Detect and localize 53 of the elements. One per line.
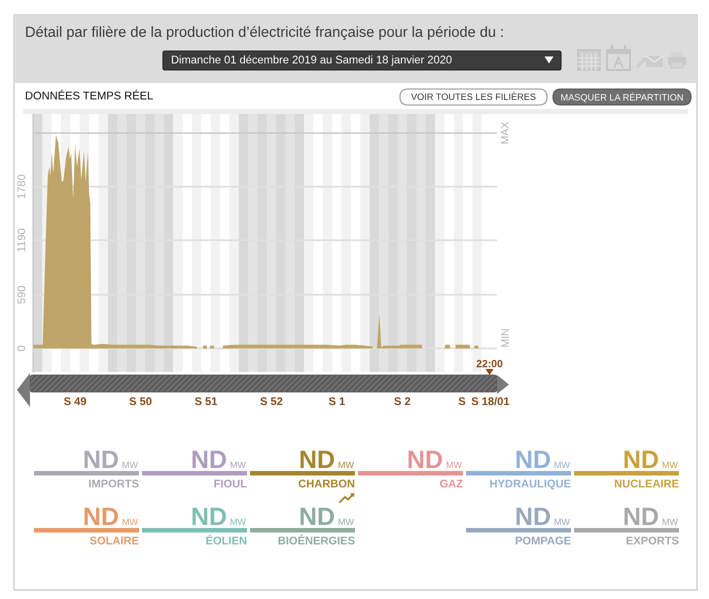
text: MW [230, 462, 246, 468]
text: EXPORTS [626, 536, 679, 544]
text: ND [408, 450, 442, 468]
text: MW [554, 462, 570, 468]
text: MIN [501, 329, 509, 347]
text: ÉOLIEN [206, 534, 246, 544]
ref-line-label: MAX [501, 122, 508, 144]
text: MW [122, 518, 138, 525]
text: ND [84, 450, 118, 468]
y-tick-label: 590 [17, 286, 26, 304]
text: ND [192, 508, 226, 525]
x-tick-label: S 49 [64, 397, 86, 406]
x-tick-label: S 50 [129, 397, 152, 406]
x-tick-label: S 2 [394, 397, 410, 406]
text: ND [624, 508, 658, 525]
y-tick-label: 1190 [17, 228, 26, 252]
text: BIOÉNERGIES [278, 534, 355, 544]
text: ND [84, 508, 118, 525]
text: MW [338, 462, 354, 468]
y-tick-label: 1780 [17, 174, 26, 198]
text: ND [516, 508, 550, 525]
text: ND [300, 508, 334, 525]
text: DONNÉES TEMPS RÉEL [26, 90, 153, 100]
x-tick-label: S 51 [194, 397, 218, 406]
text: MASQUER LA RÉPARTITION [561, 92, 683, 102]
x-tick-label: S 1 [328, 397, 345, 406]
text: MW [446, 462, 462, 468]
text: GAZ [440, 480, 463, 488]
text: CHARBON [298, 480, 354, 488]
text: IMPORTS [89, 480, 139, 488]
text: ND [300, 450, 334, 468]
text: FIOUL [214, 480, 247, 488]
text: VOIR TOUTES LES FILIÈRES [411, 92, 536, 100]
annotation: 22:00 [476, 360, 502, 368]
text: MW [662, 462, 678, 468]
text: MW [122, 462, 138, 468]
y-tick-label: 0 [17, 346, 26, 352]
text: MW [230, 518, 246, 525]
x-tick-label: S [458, 397, 466, 406]
text: MW [662, 518, 678, 525]
text: ND [624, 450, 658, 468]
text: POMPAGE [516, 536, 571, 544]
x-tick-label: S 18/01 [472, 397, 510, 406]
x-tick-label: S 52 [260, 397, 282, 406]
text: MW [554, 518, 570, 525]
text: HYDRAULIQUE [490, 480, 571, 490]
text: ND [192, 450, 226, 468]
text: SOLAIRE [90, 536, 139, 544]
text: NUCLEAIRE [614, 480, 679, 488]
text: MW [338, 518, 354, 525]
chart-title: Détail par filière de la production d’électricité française pour la période du : [26, 26, 503, 40]
text: ND [516, 450, 550, 468]
chart-subtitle: Dimanche 01 décembre 2019 au Samedi 18 janvier 2020 [172, 55, 452, 66]
